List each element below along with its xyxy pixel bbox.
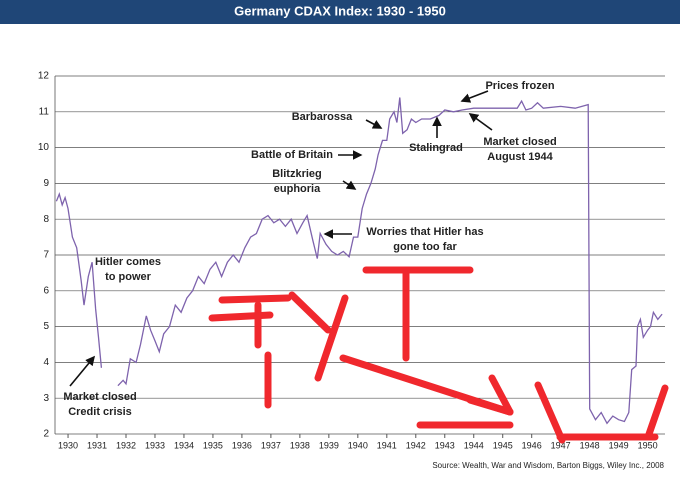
y-tick-label: 12	[38, 71, 50, 82]
x-tick-label: 1940	[348, 440, 368, 450]
x-tick-label: 1944	[464, 440, 484, 450]
red-scribbles	[208, 266, 669, 444]
x-tick-label: 1933	[145, 440, 165, 450]
y-tick-label: 2	[43, 429, 49, 440]
y-tick-label: 11	[39, 106, 50, 117]
source: Source: Wealth, War and Wisdom, Barton B…	[432, 461, 664, 470]
y-tick-label: 10	[38, 142, 50, 153]
x-tick-label: 1936	[232, 440, 252, 450]
annotation: Prices frozen	[485, 80, 554, 92]
annotation: Blitzkrieg	[272, 168, 322, 180]
title-bar	[0, 0, 680, 24]
y-tick-label: 6	[43, 285, 49, 296]
annotation: Barbarossa	[292, 111, 353, 123]
x-tick-label: 1941	[377, 440, 397, 450]
arrows	[69, 90, 493, 387]
annotation: Market closed	[483, 136, 556, 148]
x-tick-label: 1934	[174, 440, 194, 450]
x-tick-label: 1938	[290, 440, 310, 450]
x-tick-label: 1939	[319, 440, 339, 450]
x-tick-label: 1943	[435, 440, 455, 450]
x-tick-label: 1937	[261, 440, 281, 450]
x-tick-label: 1932	[116, 440, 136, 450]
y-tick-label: 9	[43, 178, 49, 189]
x-tick-label: 1942	[406, 440, 426, 450]
x-tick-label: 1945	[493, 440, 513, 450]
x-tick-label: 1931	[87, 440, 107, 450]
x-tick-label: 1950	[638, 440, 658, 450]
x-tick-label: 1948	[580, 440, 600, 450]
chart-title: Germany CDAX Index: 1930 - 1950	[234, 3, 446, 18]
y-tick-label: 3	[43, 393, 49, 404]
x-tick-label: 1946	[522, 440, 542, 450]
y-tick-label: 7	[43, 250, 49, 261]
x-tick-label: 1935	[203, 440, 223, 450]
annotation: August 1944	[487, 151, 553, 163]
x-tick-label: 1930	[58, 440, 78, 450]
annotation: Worries that Hitler has	[366, 226, 483, 238]
annotation: euphoria	[274, 183, 321, 195]
plot-area: 2 3 4 5 6 7 8 9 10 11 12 1930 1931 1932 1933 1934 1935 19…	[38, 71, 665, 450]
annotation: Stalingrad	[409, 142, 463, 154]
x-tick-label: 1947	[551, 440, 571, 450]
annotation: Credit crisis	[68, 406, 132, 418]
y-tick-label: 4	[43, 357, 49, 368]
annotation: to power	[105, 271, 152, 283]
annotation: Hitler comes	[95, 256, 161, 268]
y-tick-label: 5	[43, 321, 49, 332]
index-line	[55, 97, 663, 425]
annotation: Market closed	[63, 391, 136, 403]
y-tick-label: 8	[43, 214, 49, 225]
x-tick-label: 1949	[609, 440, 629, 450]
annotation: gone too far	[393, 241, 457, 253]
annotation: Battle of Britain	[251, 149, 333, 161]
